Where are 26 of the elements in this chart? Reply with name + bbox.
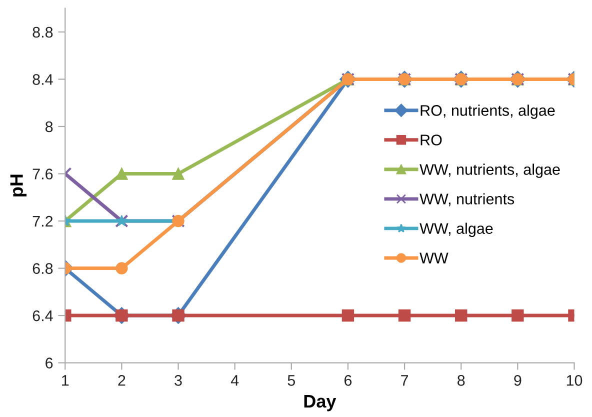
x-tick-label: 5 [288,375,296,386]
y-tick-label: 6.8 [32,263,53,274]
legend-label: WW, nutrients, algae [420,164,560,178]
x-tick-label: 3 [174,375,182,386]
legend-label: WW, algae [420,222,493,237]
legend-label: WW, nutrients [420,193,514,206]
legend-label: RO [420,134,442,146]
y-tick-label: 7.6 [32,168,53,180]
y-tick-label: 8.8 [32,26,53,38]
y-tick-label: 7.2 [32,216,53,227]
x-tick-label: 7 [401,375,408,386]
x-tick-label: 2 [118,375,126,386]
y-tick-label: 6.4 [32,310,53,322]
legend-label: WW [420,252,448,264]
x-tick-label: 4 [230,375,239,386]
legend-label: RO, nutrients, algae [420,104,555,119]
x-tick-label: 8 [458,375,465,386]
x-tick-label: 6 [344,375,352,386]
x-tick-label: 9 [514,375,522,386]
x-tick-label: 10 [566,375,582,386]
y-tick-label: 8.4 [32,74,53,85]
y-tick-label: 8 [45,121,53,132]
x-tick-label: 1 [62,375,69,386]
y-tick-label: 6 [46,358,53,368]
x-axis-title: Day [304,395,336,412]
y-axis-title: pH [10,174,27,196]
